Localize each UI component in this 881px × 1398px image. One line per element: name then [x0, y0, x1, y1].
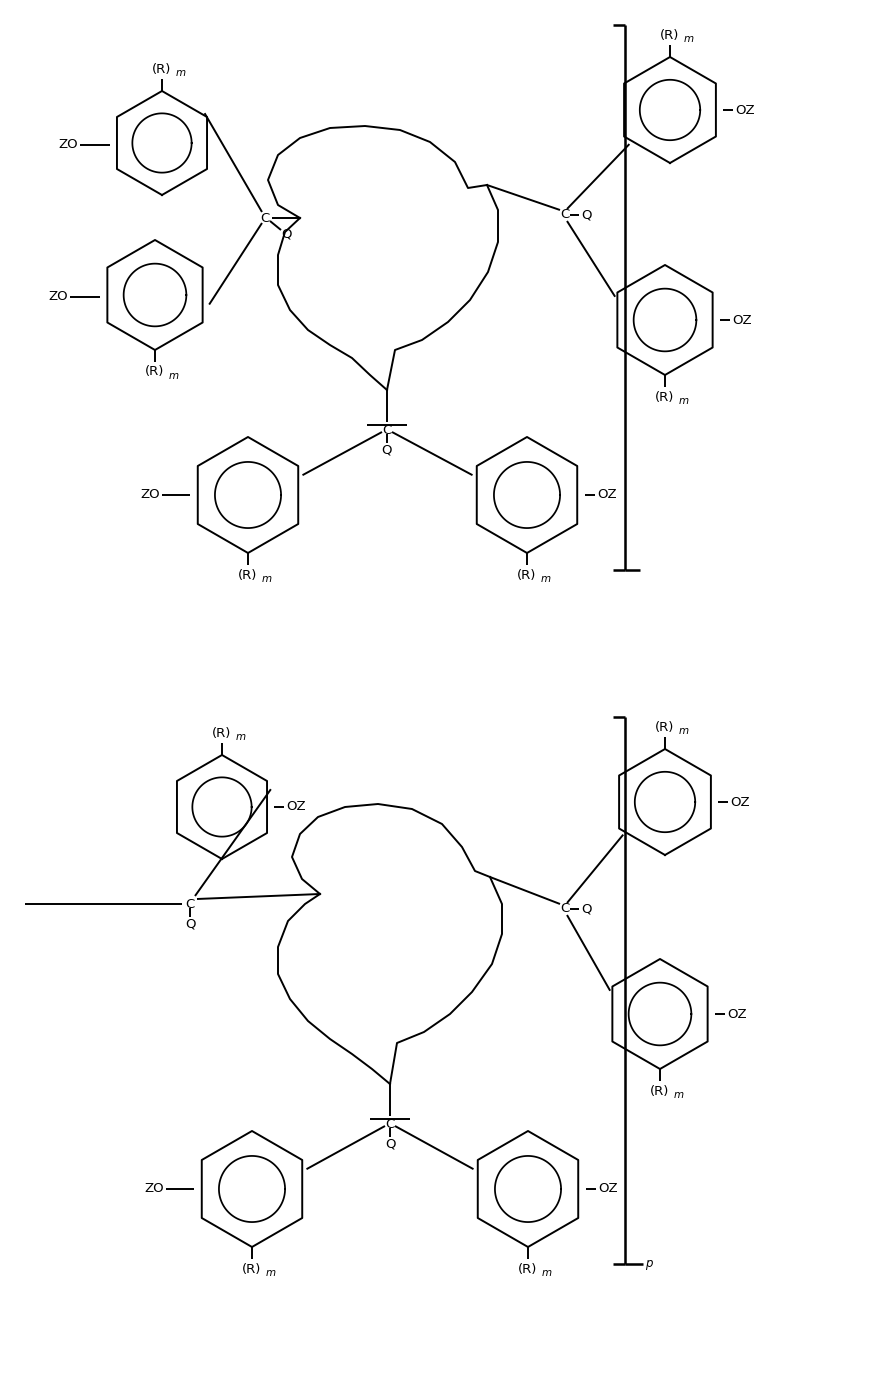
Text: C: C	[261, 211, 270, 225]
Text: OZ: OZ	[597, 488, 617, 502]
Text: (R): (R)	[242, 1262, 262, 1275]
Text: (R): (R)	[518, 1262, 537, 1275]
Text: OZ: OZ	[727, 1008, 746, 1021]
Text: m: m	[542, 1268, 552, 1278]
Text: Q: Q	[581, 903, 592, 916]
Text: m: m	[236, 733, 246, 742]
Text: (R): (R)	[145, 365, 165, 379]
Text: ZO: ZO	[48, 291, 68, 303]
Text: OZ: OZ	[735, 103, 755, 116]
Text: ZO: ZO	[140, 488, 160, 502]
Text: m: m	[262, 575, 272, 584]
Text: m: m	[684, 34, 694, 43]
Text: C: C	[382, 424, 392, 436]
Text: m: m	[679, 726, 689, 735]
Text: (R): (R)	[655, 390, 675, 404]
Text: C: C	[560, 208, 570, 221]
Text: (R): (R)	[517, 569, 537, 582]
Text: C: C	[560, 903, 570, 916]
Text: Q: Q	[581, 208, 592, 221]
Text: ZO: ZO	[58, 138, 78, 151]
Text: (R): (R)	[239, 569, 257, 582]
Text: Q: Q	[282, 228, 292, 240]
Text: (R): (R)	[655, 720, 675, 734]
Text: m: m	[674, 1090, 685, 1100]
Text: C: C	[185, 898, 195, 910]
Text: (R): (R)	[152, 63, 172, 75]
Text: Q: Q	[185, 917, 196, 931]
Text: m: m	[679, 396, 689, 405]
Text: m: m	[169, 370, 179, 382]
Text: (R): (R)	[650, 1085, 670, 1097]
Text: OZ: OZ	[598, 1183, 618, 1195]
Text: Q: Q	[385, 1138, 396, 1151]
Text: m: m	[266, 1268, 276, 1278]
Text: (R): (R)	[661, 28, 679, 42]
Text: OZ: OZ	[730, 795, 750, 808]
Text: m: m	[541, 575, 552, 584]
Text: (R): (R)	[212, 727, 232, 740]
Text: OZ: OZ	[732, 313, 751, 327]
Text: p: p	[645, 1257, 653, 1271]
Text: m: m	[176, 69, 186, 78]
Text: C: C	[385, 1117, 395, 1131]
Text: Q: Q	[381, 443, 392, 457]
Text: ZO: ZO	[144, 1183, 164, 1195]
Text: OZ: OZ	[286, 801, 306, 814]
